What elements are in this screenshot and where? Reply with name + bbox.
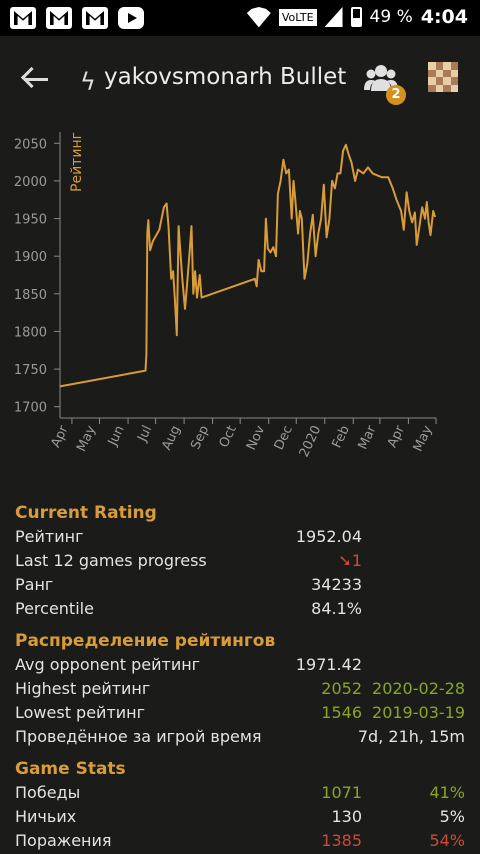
chessboard-icon[interactable] <box>428 62 458 92</box>
friends-badge: 2 <box>386 85 406 105</box>
draws-row: Ничьих 130 5% <box>15 805 467 829</box>
friends-button[interactable] <box>364 62 398 94</box>
youtube-icon <box>118 7 144 29</box>
wins-value: 1071 <box>321 783 362 802</box>
stats-panel: Current Rating Рейтинг 1952.04 Last 12 g… <box>15 495 467 853</box>
x-tick-label: Mar <box>356 423 380 452</box>
draws-label: Ничьих <box>15 807 77 826</box>
clock: 4:04 <box>420 6 468 28</box>
highest-date[interactable]: 2020-02-28 <box>372 679 465 698</box>
volte-indicator: VoLTE <box>278 8 317 26</box>
draws-value: 130 <box>331 807 362 826</box>
percentile-label: Percentile <box>15 599 94 618</box>
x-tick-label: May <box>74 423 99 454</box>
y-tick-label: 1700 <box>14 401 47 416</box>
rating-line <box>59 143 437 388</box>
losses-percent: 54% <box>429 831 465 850</box>
page-title: yakovsmonarh Bullet s <box>104 64 352 90</box>
signal-icon <box>324 7 343 27</box>
x-tick-label: Aug <box>159 423 183 452</box>
y-tick-label: 1800 <box>14 325 47 340</box>
avg-opponent-row: Avg opponent рейтинг 1971.42 <box>15 653 467 677</box>
gmail-icon <box>10 7 36 29</box>
rank-label: Ранг <box>15 575 54 594</box>
x-tick-label: Nov <box>244 423 268 453</box>
highest-label: Highest рейтинг <box>15 679 151 698</box>
y-tick-label: 1900 <box>14 250 47 265</box>
app-bar: ϟ yakovsmonarh Bullet s 2 <box>0 36 480 122</box>
x-tick-label: Dec <box>272 423 296 452</box>
wifi-icon <box>247 7 271 27</box>
wins-percent: 41% <box>429 783 465 802</box>
avg-opponent-label: Avg opponent рейтинг <box>15 655 201 674</box>
friends-icon <box>364 65 398 91</box>
y-tick-label: 2000 <box>14 175 47 190</box>
highest-row: Highest рейтинг 2052 2020-02-28 <box>15 677 467 701</box>
back-arrow-icon[interactable] <box>22 66 52 92</box>
x-tick-label: Apr <box>385 423 408 450</box>
percentile-row: Percentile 84.1% <box>15 597 467 621</box>
gmail-icon <box>82 7 108 29</box>
distribution-heading: Распределение рейтингов <box>15 631 276 651</box>
bullet-bolt-icon: ϟ <box>80 68 96 96</box>
losses-value: 1385 <box>321 831 362 850</box>
lowest-date[interactable]: 2019-03-19 <box>372 703 465 722</box>
wins-label: Победы <box>15 783 81 802</box>
battery-percent: 49 % <box>369 7 413 27</box>
x-tick-label: 2020 <box>297 423 325 459</box>
game-stats-heading: Game Stats <box>15 759 126 779</box>
rank-value: 34233 <box>311 575 362 594</box>
battery-icon <box>350 7 362 27</box>
time-played-row: Проведённое за игрой время 7d, 21h, 15m <box>15 725 467 749</box>
x-tick-label: Feb <box>330 423 353 450</box>
x-tick-label: Apr <box>48 423 71 450</box>
lowest-label: Lowest рейтинг <box>15 703 146 722</box>
time-played-label: Проведённое за игрой время <box>15 727 262 746</box>
x-tick-label: Sep <box>188 423 212 452</box>
notification-icons <box>10 7 144 29</box>
x-tick-label: May <box>411 423 436 454</box>
x-tick-label: Jun <box>105 423 128 449</box>
trend-down-icon: ➘ <box>338 551 352 570</box>
rating-value: 1952.04 <box>295 527 362 546</box>
rank-row: Ранг 34233 <box>15 573 467 597</box>
wins-row: Победы 1071 41% <box>15 781 467 805</box>
rating-row: Рейтинг 1952.04 <box>15 525 467 549</box>
lowest-value: 1546 <box>321 703 362 722</box>
status-bar: VoLTE 49 % 4:04 <box>0 0 480 36</box>
y-tick-label: 1950 <box>14 213 47 228</box>
avg-opponent-value: 1971.42 <box>295 655 362 674</box>
losses-label: Поражения <box>15 831 112 850</box>
progress-number: 1 <box>351 551 362 570</box>
progress-label: Last 12 games progress <box>15 551 207 570</box>
losses-row: Поражения 1385 54% <box>15 829 467 853</box>
y-tick-label: 1850 <box>14 288 47 303</box>
draws-percent: 5% <box>439 807 465 826</box>
x-tick-label: Oct <box>217 423 240 450</box>
y-tick-label: 1750 <box>14 363 47 378</box>
lowest-row: Lowest рейтинг 1546 2019-03-19 <box>15 701 467 725</box>
rating-label: Рейтинг <box>15 527 84 546</box>
time-played-value: 7d, 21h, 15m <box>357 727 465 746</box>
progress-value: ➘1 <box>338 549 362 573</box>
percentile-value: 84.1% <box>311 599 362 618</box>
y-axis-label: Рейтинг <box>69 132 85 192</box>
gmail-icon <box>46 7 72 29</box>
progress-row: Last 12 games progress ➘1 <box>15 549 467 573</box>
x-tick-label: Jul <box>135 423 156 444</box>
current-rating-heading: Current Rating <box>15 503 157 523</box>
y-tick-label: 2050 <box>14 137 47 152</box>
highest-value: 2052 <box>321 679 362 698</box>
